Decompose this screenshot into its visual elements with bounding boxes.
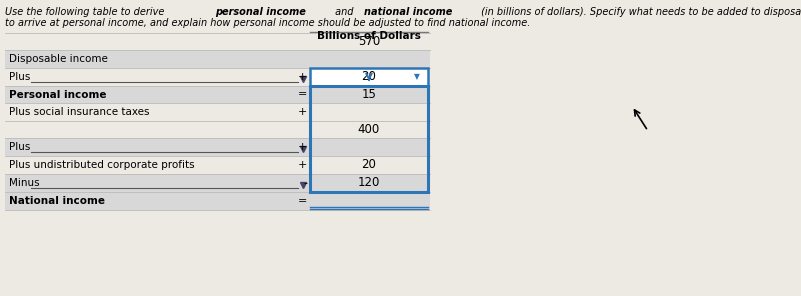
Bar [310,86,428,192]
Text: and: and [332,7,356,17]
Text: (in billions of dollars). Specify what needs to be added to disposable income: (in billions of dollars). Specify what n… [477,7,801,17]
Text: personal income: personal income [215,7,305,17]
Text: +: + [298,107,307,117]
Text: +: + [298,72,307,82]
Bar [5,174,430,192]
Text: +: + [298,160,307,170]
Bar [310,68,428,86]
Text: national income: national income [364,7,452,17]
Text: 570: 570 [358,35,380,48]
Text: -: - [303,178,307,188]
Bar [5,138,430,156]
Text: Disposable income: Disposable income [9,54,108,64]
Text: +: + [298,142,307,152]
Text: Minus: Minus [9,178,39,188]
Bar [5,86,430,103]
Text: Plus: Plus [9,72,30,82]
Text: Plus social insurance taxes: Plus social insurance taxes [9,107,150,117]
Text: 120: 120 [358,176,380,189]
Text: Plus: Plus [9,142,30,152]
Text: 20: 20 [361,158,376,171]
Text: 400: 400 [358,123,380,136]
Bar [5,192,430,210]
Text: Plus undistributed corporate profits: Plus undistributed corporate profits [9,160,195,170]
Bar [5,50,430,68]
Text: 15: 15 [361,88,376,101]
Text: National income: National income [9,196,105,206]
Text: Billions of Dollars: Billions of Dollars [317,31,421,41]
Text: Personal income: Personal income [9,89,107,99]
Text: ▼: ▼ [414,73,420,81]
Text: Use the following table to derive: Use the following table to derive [5,7,167,17]
Text: 20: 20 [361,70,376,83]
Text: to arrive at personal income, and explain how personal income should be adjusted: to arrive at personal income, and explai… [5,18,530,28]
Text: =: = [298,196,307,206]
Text: =: = [298,89,307,99]
